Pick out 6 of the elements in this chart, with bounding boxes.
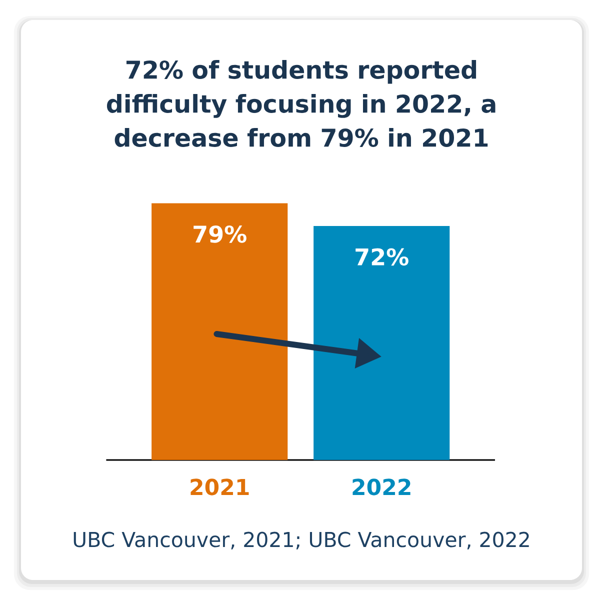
data-label: 72% [356, 248, 408, 266]
x-tick-label: 2022 [352, 478, 410, 496]
data-label: 79% [194, 225, 246, 243]
chart-title: 72% of students reported difficulty focusing in 2022, a decrease from 79% in 2021 [106, 60, 496, 147]
text: UBC Vancouver, 2021; UBC Vancouver, 2022 [74, 532, 529, 550]
x-tick-label: 2021 [190, 478, 249, 496]
